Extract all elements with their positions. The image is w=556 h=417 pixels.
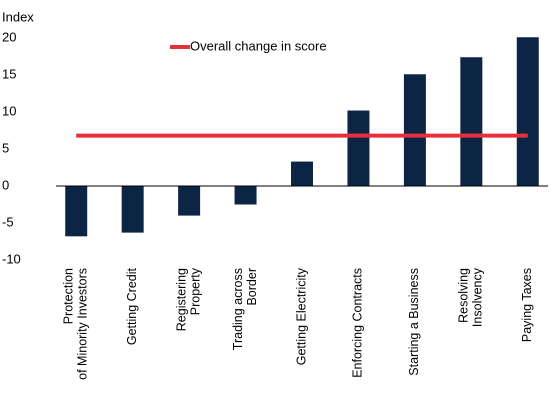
y-tick-label: 15 [2,66,16,81]
bar [291,161,313,186]
y-axis-label: Index [2,9,34,24]
x-tick-label: Getting Electricity [294,267,308,365]
y-tick-label: 0 [2,177,9,192]
x-tick-label: Property [188,267,202,315]
x-tick-label: Starting a Business [407,268,421,376]
bar [178,186,201,216]
x-tick-label: Border [245,268,259,306]
bar [403,74,426,186]
bar [516,37,539,187]
y-tick-label: 10 [2,103,16,118]
y-tick-label: -5 [2,214,14,229]
x-tick-label: Paying Taxes [520,268,534,342]
bar [234,186,257,205]
x-tick-label: Insolvency [471,267,485,327]
x-tick-label: of Minority Investors [76,268,90,380]
bar [460,57,483,186]
y-tick-label: 5 [2,140,9,155]
x-tick-label: Getting Credit [125,267,139,345]
y-tick-label: 20 [2,29,16,44]
y-tick-label: -10 [2,251,21,266]
bar [121,186,144,233]
legend-label: Overall change in score [190,38,327,53]
x-tick-label: Enforcing Contracts [351,268,365,378]
x-tick-label: Protection [62,268,76,324]
x-tick-label: Resolving [457,268,471,323]
x-tick-label: Registering [174,268,188,331]
bar [65,186,88,237]
bar [347,110,370,186]
x-tick-label: Trading across [231,268,245,350]
